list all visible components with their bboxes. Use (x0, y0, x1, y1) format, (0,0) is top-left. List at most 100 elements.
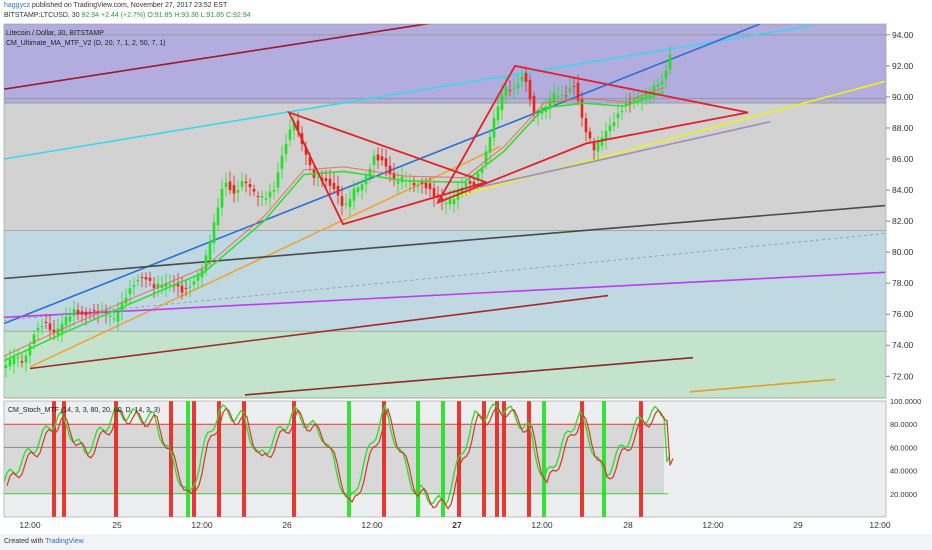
candle-body (116, 311, 120, 322)
candle-body (508, 90, 512, 92)
candle-body (16, 357, 20, 359)
candle-body (444, 202, 448, 205)
candle-body (288, 129, 292, 140)
candle-body (412, 182, 416, 186)
candle-body (76, 310, 80, 315)
candle-body (324, 178, 328, 182)
price-tick-label: 88.00 (892, 123, 914, 133)
trendline-9 (244, 356, 694, 396)
price-chart[interactable]: 94.00 92.00 90.00 88.00 86.00 84.00 82.00 80.00… (0, 0, 932, 534)
candle-body (584, 118, 588, 133)
legend-title: Litecoin / Dollar, 30, BITSTAMP (6, 30, 104, 37)
candle-body (352, 188, 356, 201)
candle-body (640, 96, 644, 101)
stoch-signal-bar (186, 401, 190, 517)
publish-info: published on TradingView.com, November 2… (32, 2, 228, 9)
trendline-2 (4, 24, 761, 325)
trendline-1 (4, 24, 813, 160)
candle-body (32, 334, 36, 344)
stoch-signal-bar (347, 401, 351, 517)
candle-body (244, 181, 248, 184)
candle-body (484, 151, 488, 165)
stoch-signal-bar (495, 401, 499, 517)
candle-body (296, 120, 300, 131)
candle-body (464, 182, 468, 187)
candle-body (44, 321, 48, 323)
candle-body (64, 317, 68, 326)
stoch-signal-bar (169, 401, 173, 517)
price-tick-label: 74.00 (892, 340, 914, 350)
candle-body (316, 176, 320, 178)
price-zone-3 (4, 331, 886, 398)
candle-body (504, 86, 508, 96)
stoch-plot-area (4, 401, 674, 517)
trendline-4 (449, 80, 886, 199)
candle-body (376, 154, 380, 161)
trendline-5 (479, 120, 771, 188)
candle-body (340, 196, 344, 206)
time-tick-label: 26 (282, 520, 292, 530)
candle-body (4, 365, 8, 369)
candle-body (384, 158, 388, 167)
stoch-signal-bar (192, 401, 196, 517)
candle-body (664, 70, 668, 79)
price-tick-label: 72.00 (892, 371, 914, 381)
candle-body (12, 357, 16, 365)
candle-body (232, 185, 236, 194)
stoch-signal-bar (62, 401, 66, 517)
candle-body (572, 85, 576, 87)
stoch-tick-label: 20.0000 (890, 490, 917, 499)
candle-body (524, 73, 528, 82)
stoch-signal-bar (502, 401, 506, 517)
candle-body (148, 277, 152, 281)
candle-body (40, 326, 44, 328)
candle-body (260, 196, 264, 198)
candle-body (216, 207, 220, 226)
stoch-signal-bar (416, 401, 420, 517)
candle-body (168, 283, 172, 285)
candle-body (380, 156, 384, 161)
candle-body (632, 99, 636, 102)
candle-body (52, 329, 56, 333)
price-pane-border (3, 23, 887, 399)
candle-body (92, 310, 96, 312)
candle-body (520, 76, 524, 82)
trendline-10 (689, 378, 836, 393)
candle-body (668, 54, 672, 70)
candle-body (160, 284, 164, 289)
candle-body (224, 182, 228, 188)
candle-body (608, 125, 612, 132)
time-tick-label: 12:00 (531, 520, 553, 530)
candle-body (72, 308, 76, 316)
price-tick-label: 76.00 (892, 309, 914, 319)
stoch-signal-bar (602, 401, 606, 517)
price-tick-label: 84.00 (892, 185, 914, 195)
triangle-pattern-1 (435, 64, 749, 205)
price-tick-label: 82.00 (892, 216, 914, 226)
candle-body (480, 167, 484, 173)
candle-body (452, 198, 456, 204)
candle-body (88, 313, 92, 315)
candle-body (164, 282, 168, 287)
candle-body (108, 315, 112, 317)
price-tick-label: 78.00 (892, 278, 914, 288)
tradingview-logo-link[interactable]: TradingView (45, 538, 84, 545)
author-link[interactable]: haggycz (4, 2, 31, 9)
candle-body (408, 181, 412, 183)
candle-body (372, 155, 376, 165)
triangle-pattern-0 (287, 110, 489, 226)
time-tick-label: 28 (623, 520, 633, 530)
candle-body (252, 188, 256, 192)
candle-body (392, 173, 396, 181)
legend-stoch-indicator: CM_Stoch_MTF (14, 3, 3, 80, 20, 60, D, 1… (8, 407, 160, 414)
candle-body (220, 188, 224, 208)
candle-body (388, 165, 392, 174)
stoch-signal-bar (457, 401, 461, 517)
candle-body (280, 155, 284, 169)
candle-body (500, 94, 504, 111)
time-tick-label: 12:00 (191, 520, 213, 530)
candle-body (308, 156, 312, 166)
candle-body (564, 95, 568, 97)
candle-body (628, 102, 632, 104)
trendline-8 (29, 294, 609, 370)
